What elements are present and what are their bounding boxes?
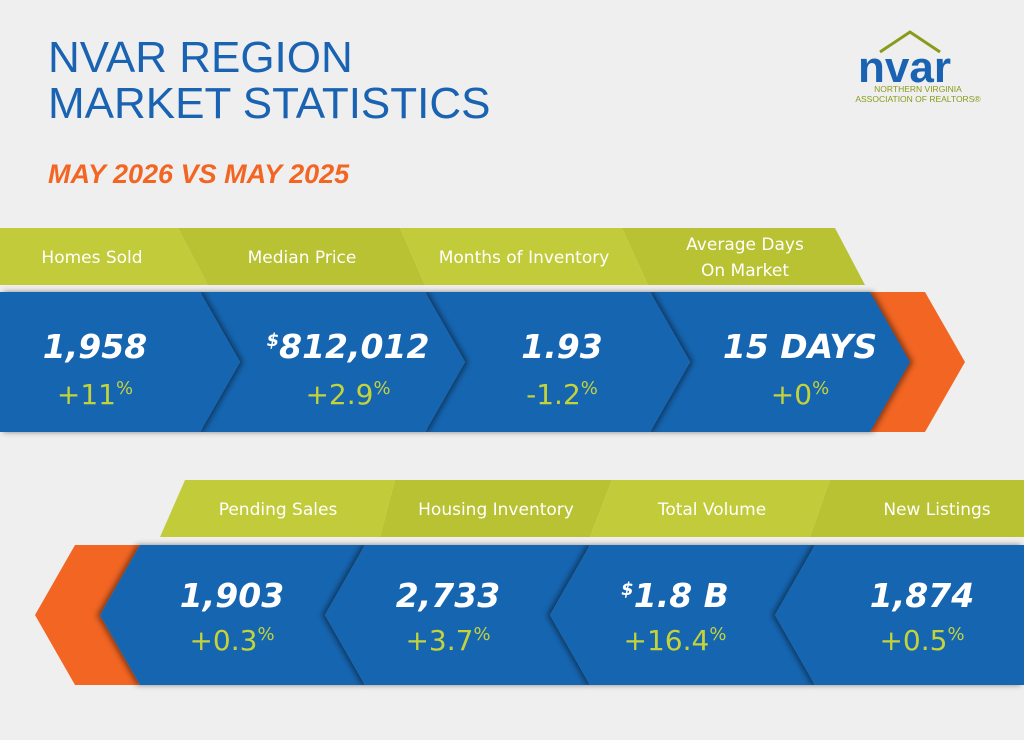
stat-value: 15 DAYS [723, 327, 877, 366]
logo-wordmark: nvar [858, 43, 951, 92]
logo-line: NORTHERN VIRGINIA [874, 84, 962, 94]
value: 1,874 [870, 576, 974, 615]
value-prefix: $ [267, 330, 280, 351]
chevron [0, 292, 240, 432]
stat-value: $812,012 [267, 327, 430, 366]
change: +0 [771, 378, 812, 411]
change: +0.5 [879, 624, 947, 657]
stat-change: +0.3% [189, 624, 274, 657]
title-line: MARKET STATISTICS [48, 79, 491, 128]
tab [380, 480, 612, 537]
tab [590, 480, 830, 537]
row2-tabs [160, 480, 1024, 537]
chevron [425, 292, 690, 432]
value: 1.8 B [634, 576, 729, 615]
value: 1,903 [180, 576, 284, 615]
stat-value: 1,958 [43, 327, 147, 366]
tab [810, 480, 1024, 537]
change: +0.3 [189, 624, 257, 657]
tab [0, 228, 208, 285]
value: 1,958 [43, 327, 147, 366]
stat-label: Total Volume [657, 500, 766, 520]
chevron [200, 292, 465, 432]
stat-change: +11% [57, 378, 133, 411]
row2-band [35, 545, 1024, 685]
stat-label: Average Days [686, 235, 804, 255]
value: 1.93 [521, 327, 602, 366]
subtitle: MAY 2026 VS MAY 2025 [48, 159, 350, 189]
chevron [325, 545, 590, 685]
logo: nvar NORTHERN VIRGINIA ASSOCIATION OF RE… [855, 30, 981, 104]
stat-label: Months of Inventory [439, 248, 610, 268]
stat-change: -1.2% [526, 378, 598, 411]
row1-band [0, 292, 965, 432]
value: 2,733 [396, 576, 500, 615]
stat-value: 1,903 [180, 576, 284, 615]
tab [178, 228, 425, 285]
stat-value: 1,874 [870, 576, 974, 615]
change-unit: % [709, 624, 726, 645]
stat-label: Housing Inventory [418, 500, 574, 520]
stat-label: Homes Sold [41, 248, 142, 268]
change-unit: % [116, 378, 133, 399]
title-line: NVAR REGION [48, 33, 353, 82]
stat-change: +2.9% [305, 378, 390, 411]
change: -1.2 [526, 378, 581, 411]
stat-change: +3.7% [405, 624, 490, 657]
stat-change: +0% [771, 378, 829, 411]
chevron [550, 545, 815, 685]
tab [400, 228, 648, 285]
change-unit: % [947, 624, 964, 645]
value: 15 DAYS [723, 327, 877, 366]
change-unit: % [373, 378, 390, 399]
change-unit: % [257, 624, 274, 645]
stat-value: $1.8 B [621, 576, 729, 615]
row1-tabs [0, 228, 865, 285]
change-unit: % [473, 624, 490, 645]
stat-value: 2,733 [396, 576, 500, 615]
change-unit: % [812, 378, 829, 399]
tab [160, 480, 395, 537]
change: +16.4 [624, 624, 710, 657]
logo-line: ASSOCIATION OF REALTORS® [855, 94, 981, 104]
stat-change: +16.4% [624, 624, 727, 657]
chevron [775, 545, 1024, 685]
change: +3.7 [405, 624, 473, 657]
stat-value: 1.93 [521, 327, 602, 366]
value: 812,012 [279, 327, 429, 366]
change: +11 [57, 378, 116, 411]
value-prefix: $ [621, 579, 634, 600]
change: +2.9 [305, 378, 373, 411]
tab [622, 228, 865, 285]
chevron [650, 292, 910, 432]
stat-label: New Listings [883, 500, 990, 520]
stat-label: On Market [701, 261, 789, 281]
orange-chevron [35, 545, 140, 685]
change-unit: % [581, 378, 598, 399]
chevron [100, 545, 365, 685]
logo-roof [879, 30, 941, 54]
stat-change: +0.5% [879, 624, 964, 657]
stat-label: Pending Sales [219, 500, 338, 520]
stat-label: Median Price [248, 248, 357, 268]
